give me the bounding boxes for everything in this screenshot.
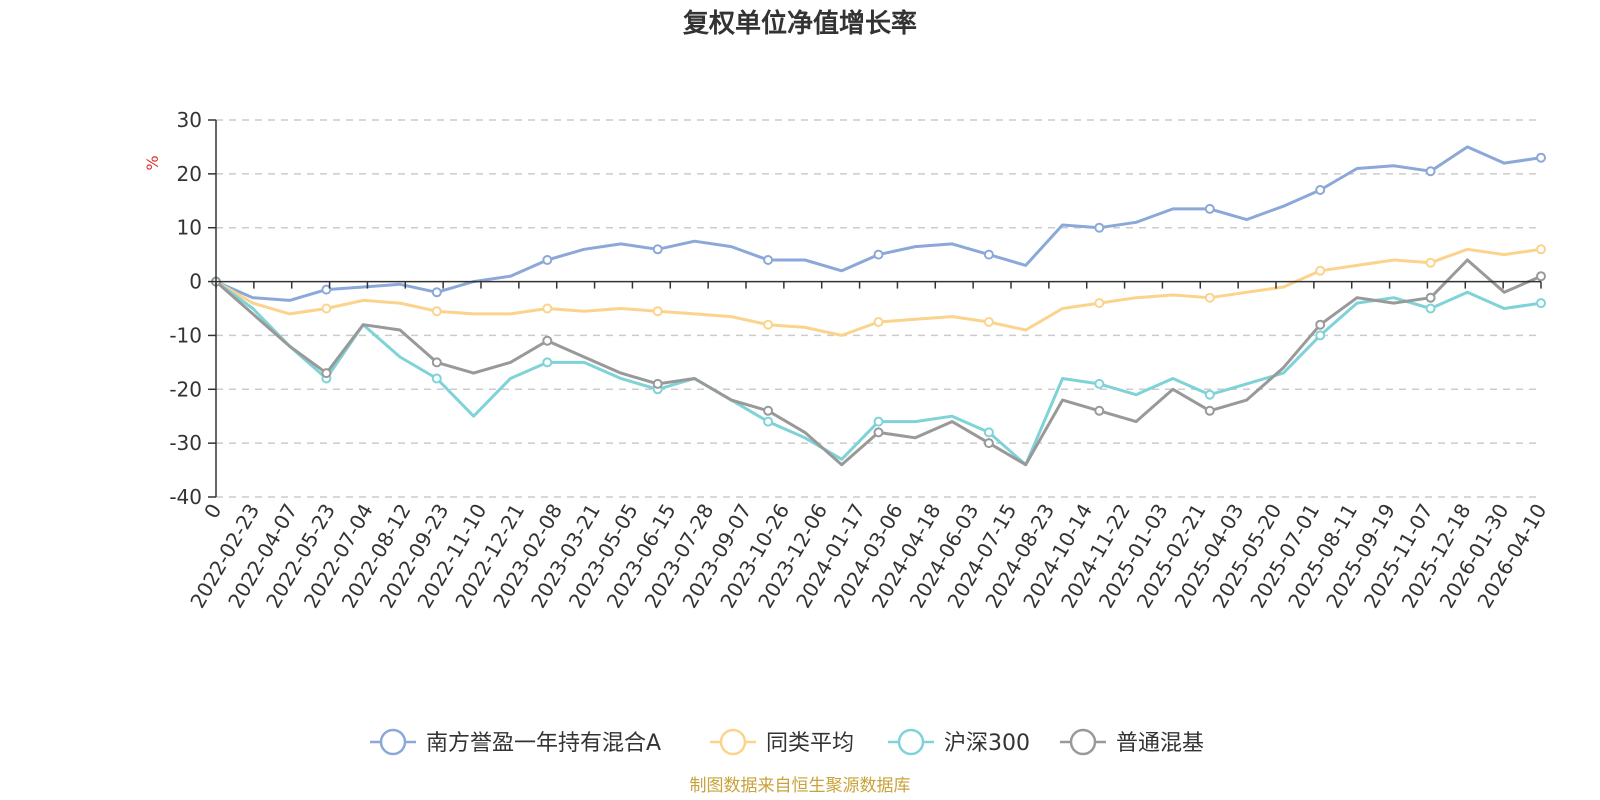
legend: 南方誉盈一年持有混合A 同类平均 沪深300 普通混基 <box>370 728 1204 756</box>
data-point <box>1094 222 1105 233</box>
series-line-0 <box>215 145 1542 302</box>
data-point <box>1425 257 1436 268</box>
data-point <box>1425 292 1436 303</box>
data-point <box>1425 166 1436 177</box>
source-note: 制图数据来自恒生聚源数据库 <box>690 776 911 796</box>
y-tick-label: -10 <box>169 323 202 347</box>
data-point <box>873 317 884 327</box>
data-point <box>542 255 553 265</box>
data-point <box>321 303 332 314</box>
data-point <box>431 306 442 317</box>
chart-title: 复权单位净值增长率 <box>683 8 917 39</box>
legend-label[interactable]: 同类平均 <box>766 731 854 756</box>
data-point <box>1204 405 1215 416</box>
legend-label[interactable]: 南方誉盈一年持有混合A <box>426 731 661 756</box>
y-tick-label: -20 <box>169 377 202 401</box>
data-point <box>873 427 884 438</box>
data-point <box>652 378 663 389</box>
data-point <box>983 249 994 260</box>
legend-marker-icon <box>719 728 747 756</box>
legend-marker-icon <box>1069 728 1097 756</box>
data-point <box>1536 244 1546 255</box>
series-layer <box>211 145 1546 467</box>
data-point <box>652 306 663 317</box>
data-point <box>873 416 884 427</box>
y-tick-label: 20 <box>177 162 202 186</box>
y-tick-label: 30 <box>177 108 202 132</box>
data-point <box>1315 330 1326 341</box>
data-point <box>763 319 774 330</box>
data-point <box>1536 152 1546 163</box>
y-tick-label: 10 <box>177 216 202 240</box>
data-point <box>652 244 663 255</box>
data-point <box>983 438 994 449</box>
legend-marker-icon <box>897 728 925 756</box>
data-point <box>1094 378 1105 389</box>
data-point <box>431 373 442 384</box>
y-tick-label: -40 <box>169 485 202 509</box>
data-point <box>542 335 553 346</box>
data-point <box>763 416 774 427</box>
legend-marker-icon <box>379 728 407 756</box>
data-point <box>1204 389 1215 400</box>
data-point <box>1315 265 1326 276</box>
data-point <box>321 284 332 295</box>
y-axis-label: % <box>143 155 162 170</box>
data-point <box>431 357 442 368</box>
data-point <box>1425 303 1436 314</box>
data-point <box>1536 271 1546 282</box>
x-tick-label: 0 <box>199 500 226 523</box>
data-point <box>542 357 553 368</box>
data-point <box>983 427 994 438</box>
data-point <box>1204 292 1215 303</box>
y-tick-label: -30 <box>169 431 202 455</box>
data-point <box>1315 185 1326 195</box>
data-point <box>431 287 442 298</box>
data-point <box>1536 298 1546 309</box>
data-point <box>321 368 332 379</box>
data-point <box>1315 319 1326 330</box>
legend-label[interactable]: 普通混基 <box>1116 731 1204 756</box>
legend-label[interactable]: 沪深300 <box>944 731 1030 756</box>
data-point <box>763 255 774 265</box>
data-point <box>763 405 774 416</box>
data-point <box>873 249 884 260</box>
data-point <box>542 303 553 314</box>
axes: 3020100-10-20-30-4002022-02-232022-04-07… <box>169 108 1551 612</box>
data-point <box>1094 405 1105 416</box>
y-tick-label: 0 <box>189 270 202 294</box>
data-point <box>983 317 994 327</box>
data-point <box>1204 203 1215 214</box>
data-point <box>1094 298 1105 309</box>
